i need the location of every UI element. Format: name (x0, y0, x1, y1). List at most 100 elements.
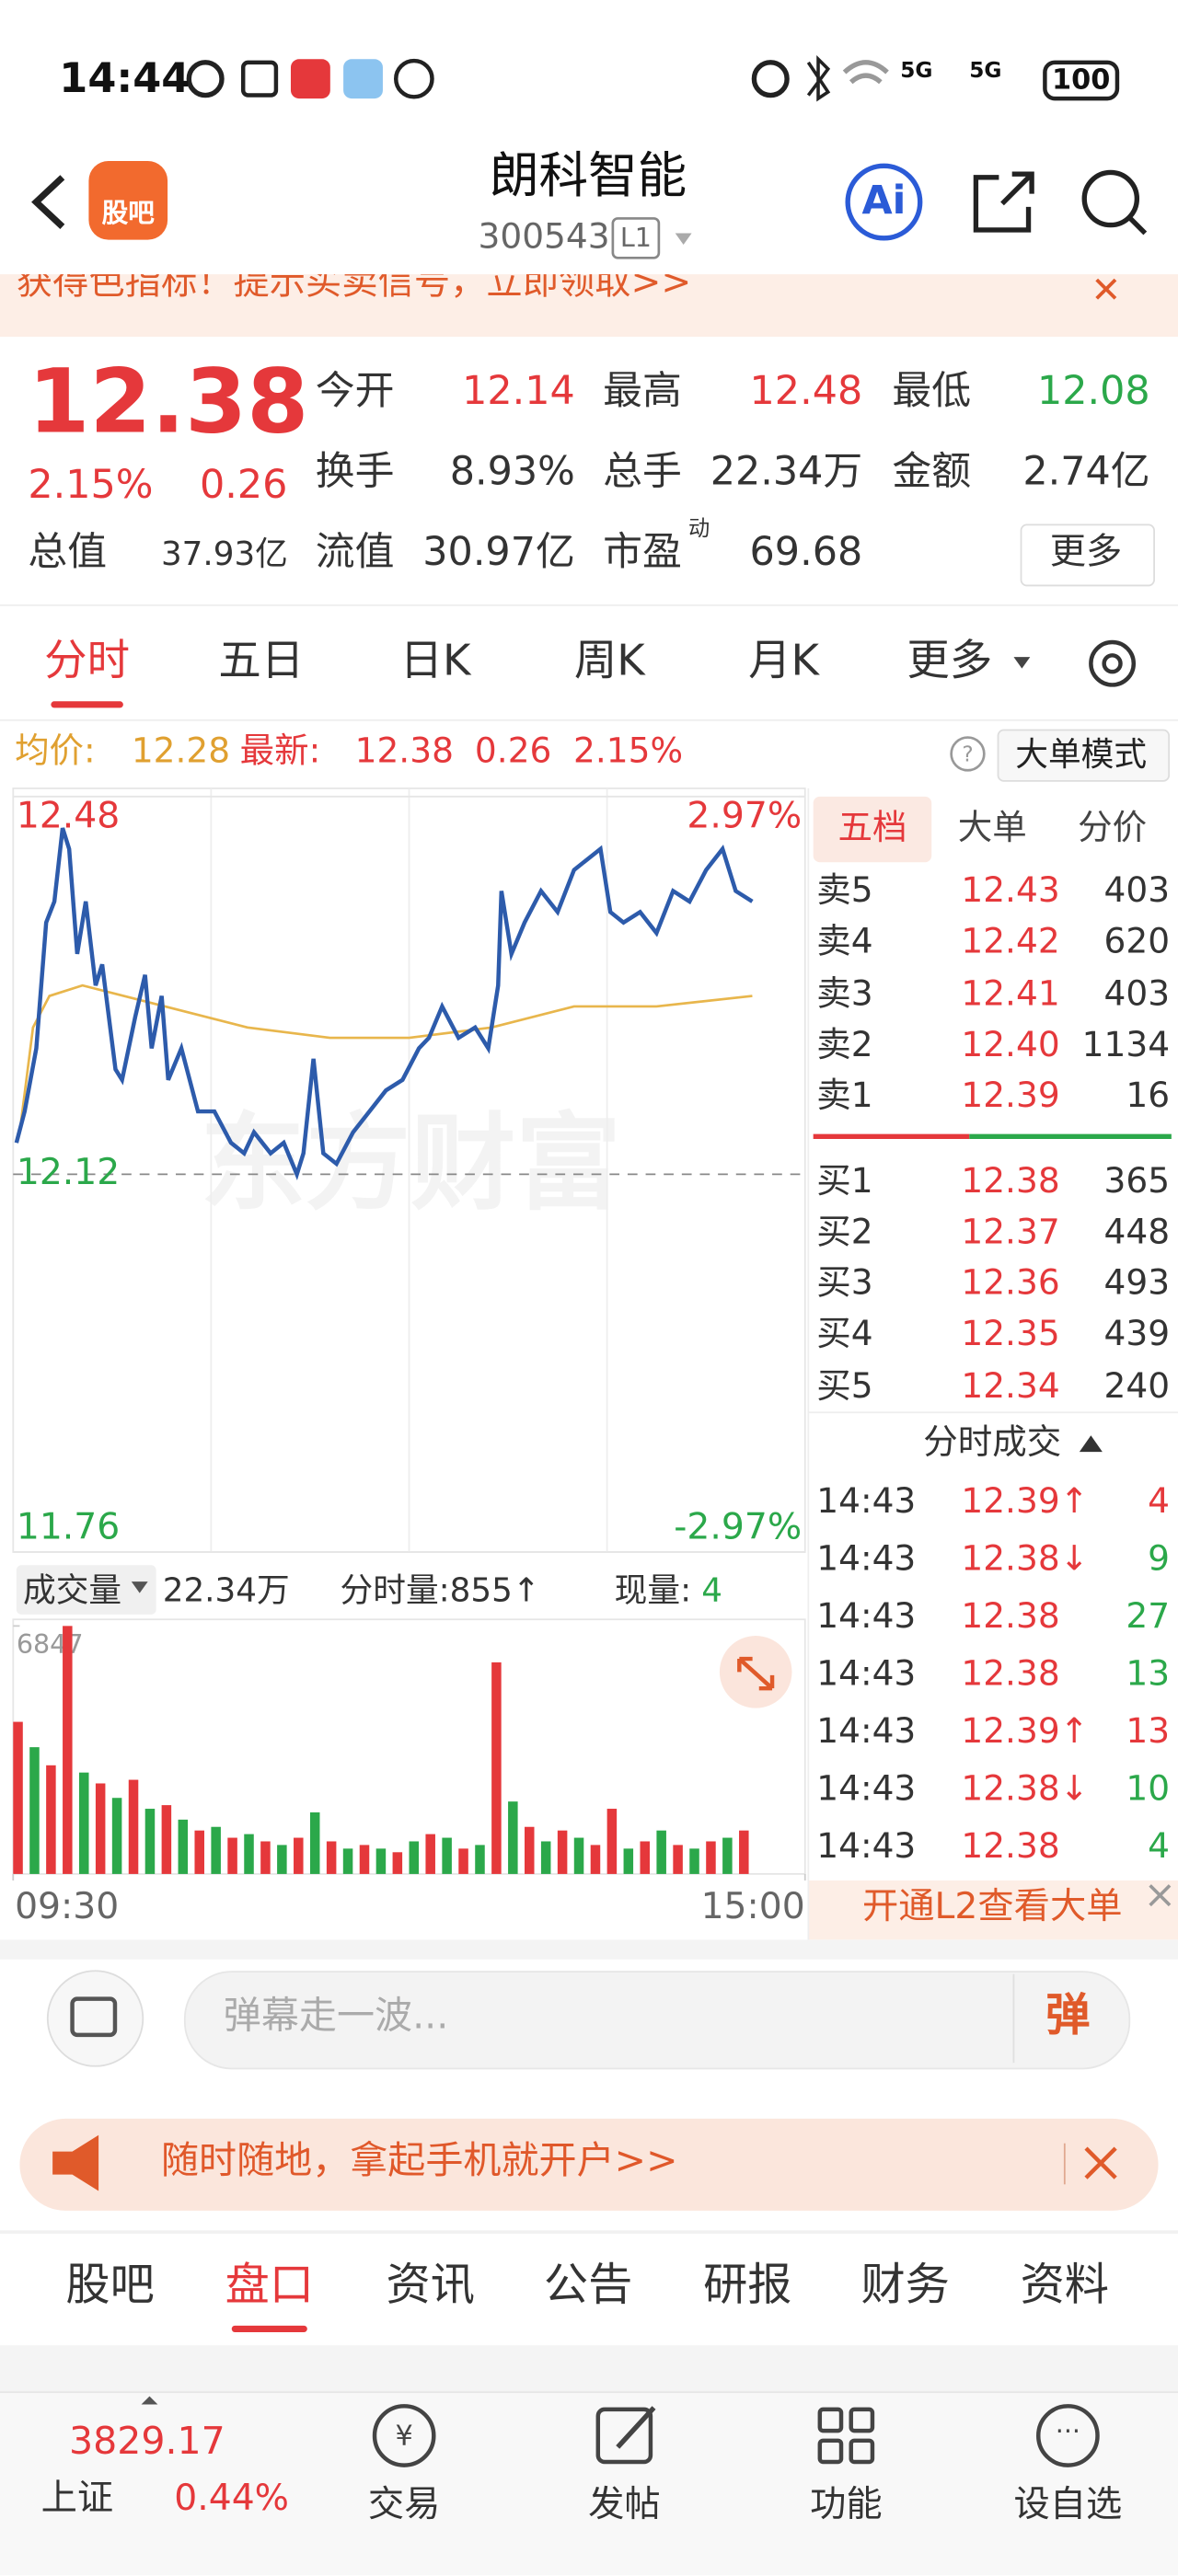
side-tab[interactable]: 大单 (957, 808, 1027, 848)
trade-volume: 10 (1126, 1769, 1171, 1810)
side-tab[interactable]: 分价 (1078, 808, 1148, 848)
bottom-tab[interactable]: 公告 (543, 2260, 633, 2312)
book-volume: 439 (1103, 1314, 1171, 1354)
nav-item[interactable]: 功能 (810, 2484, 883, 2526)
volume-bar (375, 1848, 387, 1874)
banner-close[interactable]: ✕ (1091, 274, 1122, 313)
period-tab[interactable]: 月K (748, 637, 819, 687)
period-tab[interactable]: 五日 (218, 637, 305, 687)
mode-button[interactable] (997, 729, 1171, 782)
trade-volume: 9 (1148, 1539, 1171, 1580)
book-label: 卖5 (816, 870, 873, 911)
trade-volume: 4 (1148, 1826, 1171, 1867)
close-icon[interactable] (1149, 1884, 1172, 1907)
help-icon[interactable] (950, 736, 986, 772)
stat-label: 市盈 (603, 529, 682, 576)
stat-value: 30.97亿 (422, 529, 575, 576)
logo-bg[interactable] (88, 160, 168, 240)
y2-tick-label: 2.97% (687, 796, 802, 837)
ai-label[interactable]: Ai (861, 178, 907, 224)
dropdown-icon[interactable] (131, 1581, 148, 1593)
bottom-tab[interactable]: 资讯 (386, 2260, 475, 2312)
volume-bar (111, 1798, 122, 1874)
side-tab[interactable]: 五档 (837, 808, 907, 848)
share-icon[interactable] (973, 171, 1034, 233)
bottom-tab[interactable]: 盘口 (225, 2260, 314, 2312)
volume-bar (95, 1783, 106, 1874)
more-button[interactable] (1020, 523, 1155, 587)
period-tab[interactable]: 日K (399, 637, 471, 687)
dropdown-icon[interactable] (675, 233, 692, 245)
logo-text[interactable]: 股吧 (101, 196, 155, 228)
volume-bar (673, 1845, 683, 1874)
ad-bg[interactable] (19, 2118, 1159, 2211)
comment-icon[interactable] (46, 1970, 144, 2067)
l2-bar[interactable] (808, 1880, 1178, 1940)
book-volume: 448 (1103, 1213, 1171, 1252)
nav-item[interactable]: 交易 (367, 2484, 441, 2526)
watermark: 东方财富 (201, 1102, 621, 1225)
settings-icon[interactable] (1089, 639, 1137, 687)
search-icon[interactable] (1081, 169, 1140, 228)
mode-button-text[interactable]: 大单模式 (1015, 733, 1148, 774)
post-icon[interactable] (595, 2407, 653, 2465)
volume-bar (606, 1809, 618, 1874)
bottom-tab[interactable]: 研报 (703, 2260, 792, 2312)
more-button-text[interactable]: 更多 (1049, 531, 1123, 573)
current-volume-label: 现量: (614, 1570, 692, 1610)
stat-value: 2.74亿 (1022, 449, 1150, 496)
trade-price: 12.38↓ (961, 1539, 1090, 1580)
y-tick-label: 11.76 (17, 1507, 120, 1548)
volume-bar (194, 1830, 204, 1874)
close-icon[interactable] (1084, 2146, 1117, 2179)
bottom-tab[interactable]: 资料 (1020, 2260, 1110, 2312)
back-icon[interactable] (31, 175, 65, 229)
ad-text[interactable]: 随时随地，拿起手机就开户>> (160, 2140, 678, 2183)
stat-label: 金额 (892, 449, 972, 496)
bluetooth-icon (806, 54, 831, 102)
sort-icon[interactable] (1079, 1435, 1103, 1453)
volume-selector-bg[interactable] (16, 1565, 156, 1615)
stock-name: 朗科智能 (489, 146, 687, 205)
last-change: 0.26 (474, 731, 552, 771)
stat-value: 12.48 (749, 368, 863, 415)
period-tab[interactable]: 分时 (44, 637, 131, 687)
trade-price: 12.38 (961, 1596, 1060, 1637)
help-icon: ? (962, 742, 973, 767)
volume-bar (13, 1721, 23, 1874)
eye-icon (186, 60, 225, 98)
book-volume: 240 (1103, 1366, 1171, 1407)
volume-bar (63, 1626, 73, 1874)
side-tab-active-bg (813, 796, 932, 863)
bottom-tab[interactable]: 股吧 (65, 2260, 155, 2312)
trade-volume: 13 (1126, 1654, 1171, 1695)
comment-input[interactable] (183, 1971, 1131, 2070)
period-tab[interactable]: 周K (573, 637, 645, 687)
l2-link[interactable]: 开通L2查看大单 (861, 1886, 1123, 1928)
dropdown-icon[interactable] (1013, 657, 1031, 669)
nav-item[interactable]: 设自选 (1013, 2484, 1123, 2526)
volume-bar (227, 1837, 237, 1874)
volume-bar (211, 1826, 221, 1874)
book-price: 12.38 (961, 1161, 1060, 1202)
danmaku-button[interactable]: 弹 (1045, 1991, 1091, 2042)
tab-underline (51, 701, 123, 708)
volume-bar (277, 1845, 287, 1874)
index-change: 0.44% (174, 2478, 289, 2519)
bottom-tab[interactable]: 财务 (860, 2260, 950, 2312)
index-value: 3829.17 (68, 2421, 225, 2464)
volume-selector[interactable]: 成交量 (22, 1570, 122, 1610)
trade-icon[interactable] (372, 2404, 436, 2467)
function-icon[interactable] (817, 2407, 844, 2433)
period-tab[interactable]: 更多 (907, 637, 993, 687)
stat-value: 12.08 (1036, 368, 1150, 415)
volume-bar (309, 1811, 320, 1874)
comment-placeholder[interactable]: 弹幕走一波... (223, 1995, 449, 2039)
nav-item[interactable]: 发帖 (588, 2484, 661, 2526)
watch-icon[interactable] (1036, 2404, 1100, 2467)
section-gap (0, 1939, 1178, 1960)
ai-icon[interactable] (845, 163, 923, 241)
book-price: 12.41 (961, 974, 1060, 1015)
